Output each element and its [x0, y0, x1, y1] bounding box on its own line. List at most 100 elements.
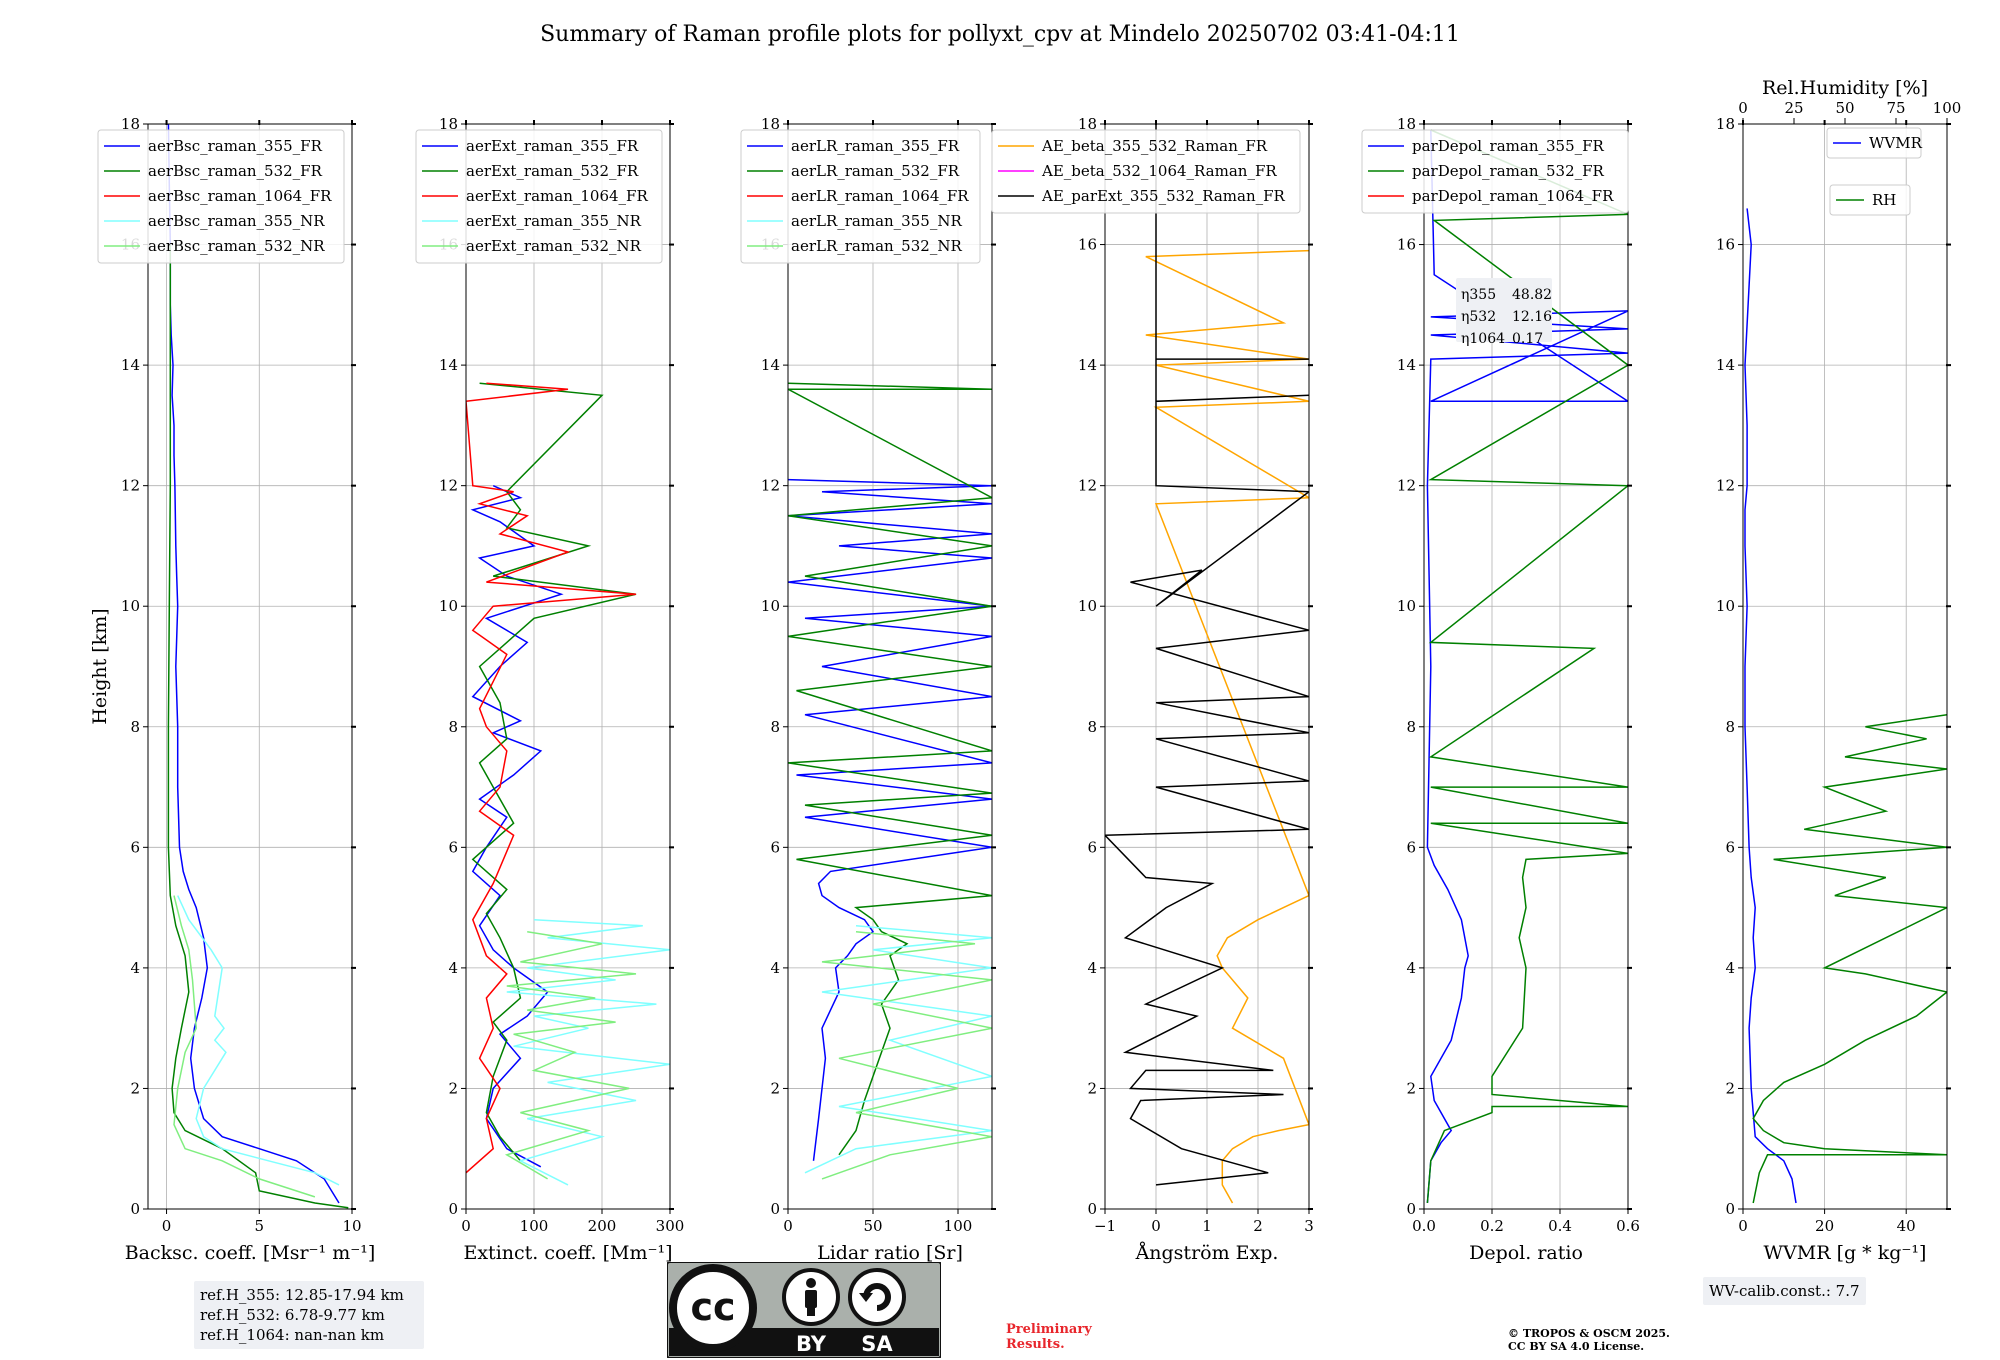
series-line-AE_beta_355_532_Raman_FR [1145, 249, 1309, 1204]
x-tick-label: 200 [588, 1217, 617, 1235]
chart-panel-depol: 0 2 4 6 8 10 12 14 16 18 0.0 0.2 0.4 0.6 Depol. ratio p… [1361, 115, 1640, 1264]
y-tick-label: 10 [1397, 597, 1416, 615]
legend-label: aerBsc_raman_1064_FR [148, 187, 332, 205]
series-line-parDepol_raman_532_FR [1426, 129, 1628, 1204]
x-axis-label: Lidar ratio [Sr] [817, 1242, 963, 1264]
x-tick-label: 0 [1738, 1217, 1748, 1235]
series-line-aerBsc_raman_532_NR [173, 895, 316, 1198]
x-axis-label: Backsc. coeff. [Msr⁻¹ m⁻¹] [125, 1242, 376, 1264]
y-tick-label: 12 [121, 477, 140, 495]
legend-label: WVMR [1869, 134, 1923, 152]
annotation-label: η532 [1461, 309, 1496, 325]
y-tick-label: 2 [770, 1079, 780, 1097]
y-tick-label: 12 [1397, 477, 1416, 495]
legend-label: aerExt_raman_355_FR [466, 137, 639, 155]
cc-logo-text: cc [690, 1285, 735, 1329]
axes-frame [147, 123, 353, 1210]
series-line-aerBsc_raman_532_FR [167, 244, 349, 1209]
y-tick-label: 12 [1078, 477, 1097, 495]
chart-panel-ext: 0246810121416180100200300Extinct. coeff.… [415, 115, 684, 1264]
y-tick-label: 2 [1406, 1079, 1416, 1097]
legend-label: aerLR_raman_532_FR [791, 162, 960, 180]
y-tick-label: 6 [1725, 838, 1735, 856]
legend-label: parDepol_raman_355_FR [1412, 137, 1605, 155]
axes-frame [465, 123, 671, 1210]
x-tick-label: 50 [863, 1217, 882, 1235]
x-tick-label: 10 [342, 1217, 361, 1235]
x-tick-label: 5 [254, 1217, 264, 1235]
legend-label: aerBsc_raman_355_FR [148, 137, 323, 155]
y-tick-label: 0 [448, 1200, 458, 1218]
badge-by-label: BY [796, 1332, 827, 1356]
y-tick-label: 4 [1725, 959, 1735, 977]
y-tick-label: 10 [1716, 597, 1735, 615]
y-tick-label: 10 [121, 597, 140, 615]
annotation-background [1456, 278, 1552, 342]
y-tick-label: 8 [1725, 718, 1735, 736]
legend: parDepol_raman_355_FR parDepol_raman_532_… [1361, 129, 1629, 214]
y-tick-label: 2 [1725, 1079, 1735, 1097]
y-tick-label: 12 [439, 477, 458, 495]
series-line-aerExt_raman_532_NR [504, 930, 637, 1180]
y-tick-label: 12 [761, 477, 780, 495]
ref-height-1064: ref.H_1064: nan-nan km [200, 1326, 385, 1344]
y-tick-label: 6 [130, 838, 140, 856]
y-tick-label: 8 [1406, 718, 1416, 736]
y-tick-label: 6 [1406, 838, 1416, 856]
legend-label: aerExt_raman_355_NR [466, 212, 642, 230]
y-tick-label: 16 [1716, 236, 1735, 254]
y-tick-label: 2 [1087, 1079, 1097, 1097]
top-x-tick-label: 50 [1835, 99, 1854, 117]
series-line-aerLR_raman_532_NR [821, 930, 992, 1180]
y-tick-label: 6 [770, 838, 780, 856]
series-group [466, 382, 670, 1186]
x-tick-label: 0.4 [1548, 1217, 1572, 1235]
series-line-aerExt_raman_532_FR [471, 382, 637, 1162]
y-tick-label: 16 [1078, 236, 1097, 254]
ref-height-532: ref.H_532: 6.78-9.77 km [200, 1306, 385, 1324]
annotation-value: 48.82 [1512, 287, 1552, 303]
x-tick-label: 100 [520, 1217, 549, 1235]
legend-label: parDepol_raman_532_FR [1412, 162, 1605, 180]
legend-label: AE_beta_355_532_Raman_FR [1041, 137, 1268, 155]
series-line-WVMR [1744, 208, 1797, 1204]
y-tick-label: 0 [1725, 1200, 1735, 1218]
y-tick-label: 4 [448, 959, 458, 977]
series-group [1744, 208, 1947, 1204]
y-tick-label: 4 [1087, 959, 1097, 977]
y-tick-label: 4 [130, 959, 140, 977]
y-tick-label: 10 [439, 597, 458, 615]
legend-box [1829, 184, 1911, 216]
legend: aerLR_raman_355_FR aerLR_raman_532_FR aerL… [740, 129, 981, 264]
top-x-tick-label: 0 [1738, 99, 1748, 117]
y-tick-label: 14 [439, 356, 458, 374]
y-tick-label: 0 [1087, 1200, 1097, 1218]
legend: WVMR RH [1826, 127, 1923, 216]
series-group [788, 382, 992, 1180]
depol-annotation-box: η355 48.82 η532 12.16 η1064 0.17 [1456, 278, 1552, 347]
legend-label: aerExt_raman_532_NR [466, 237, 642, 255]
x-tick-label: 0.6 [1616, 1217, 1640, 1235]
legend-label: AE_beta_532_1064_Raman_FR [1041, 162, 1277, 180]
series-group [167, 124, 349, 1209]
legend-box [97, 129, 345, 264]
y-tick-label: 14 [1716, 356, 1735, 374]
axes-frame [1423, 123, 1629, 1210]
chart-panel-lr: 024681012141618050100Lidar ratio [Sr]aer… [740, 115, 996, 1264]
series-line-parDepol_raman_355_FR [1426, 129, 1628, 1204]
y-tick-label: 8 [130, 718, 140, 736]
y-tick-label: 0 [770, 1200, 780, 1218]
share-alike-icon [848, 1268, 906, 1326]
copyright-note: © TROPOS & OSCM 2025. CC BY SA 4.0 Licen… [1508, 1327, 1670, 1353]
top-x-tick-label: 25 [1784, 99, 1803, 117]
y-tick-label: 6 [1087, 838, 1097, 856]
legend-label: aerBsc_raman_355_NR [148, 212, 325, 230]
series-line-aerExt_raman_1064_FR [466, 382, 637, 1174]
y-tick-label: 18 [1078, 115, 1097, 133]
cc-by-sa-license-badge[interactable]: cc BY SA [667, 1262, 941, 1358]
axes-frame [787, 123, 993, 1210]
copyright-line-2: CC BY SA 4.0 License. [1508, 1340, 1645, 1353]
annotation-value: 0.17 [1512, 331, 1543, 347]
y-tick-label: 8 [1087, 718, 1097, 736]
